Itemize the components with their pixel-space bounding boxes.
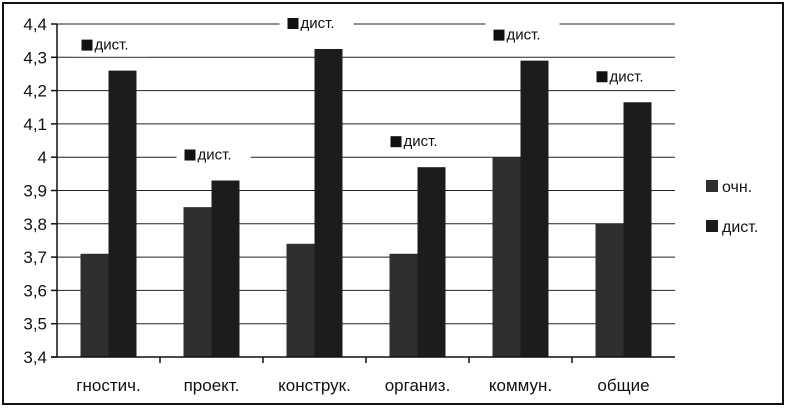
x-tick-label: гностич. [76,376,140,395]
legend-label: дист. [722,219,758,236]
y-tick-label: 4,2 [23,82,47,101]
gridlines [57,23,675,325]
data-label: дист. [301,15,335,32]
data-labels: дист. дист. дист. дист. дист. дист. [73,10,663,167]
y-tick-label: 3,4 [23,348,47,367]
x-tick-label: конструк. [278,376,351,395]
data-label: дист. [610,68,644,85]
data-label: дист. [95,37,129,54]
data-label-marker [390,136,402,148]
data-label-marker [184,149,196,161]
data-label-marker [287,17,299,29]
y-tick-label: 3,7 [23,248,47,267]
y-tick-label: 3,6 [23,281,47,300]
data-label-marker [493,29,505,41]
legend-label: очн. [722,179,752,196]
x-axis: гностич. проект. конструк. организ. коммун. о… [51,356,675,395]
bar-och [286,243,315,357]
bar-och [389,253,418,357]
bar-dist [108,70,137,358]
y-axis: 3,4 3,5 3,6 3,7 3,8 3,9 4 4,1 4,2 4,3 4,4 [23,15,58,367]
y-tick-label: 4,3 [23,48,47,67]
x-tick-label: коммун. [489,376,552,395]
x-tick-label: организ. [385,376,451,395]
x-tick-label: общие [597,376,649,395]
legend-swatch [706,180,718,192]
bar-och [80,253,109,357]
y-tick-label: 3,5 [23,315,47,334]
bar-och [595,223,624,357]
y-tick-label: 3,9 [23,182,47,201]
data-label-marker [81,39,93,51]
legend: очн. дист. [706,179,758,236]
bar-dist [314,48,343,357]
legend-swatch [706,220,718,232]
y-tick-label: 3,8 [23,215,47,234]
bar-och [183,207,212,357]
bars [80,48,652,358]
bar-dist [211,180,240,357]
bar-dist [417,167,446,357]
data-label: дист. [404,133,438,150]
bar-och [492,157,521,357]
bar-dist [623,102,652,357]
bar-dist [520,60,549,357]
data-label-marker [596,71,608,83]
data-label: дист. [507,27,541,44]
y-tick-label: 4,4 [23,15,47,34]
y-tick-label: 4 [38,148,47,167]
data-label: дист. [198,147,232,164]
x-tick-label: проект. [184,376,240,395]
y-tick-label: 4,1 [23,115,47,134]
